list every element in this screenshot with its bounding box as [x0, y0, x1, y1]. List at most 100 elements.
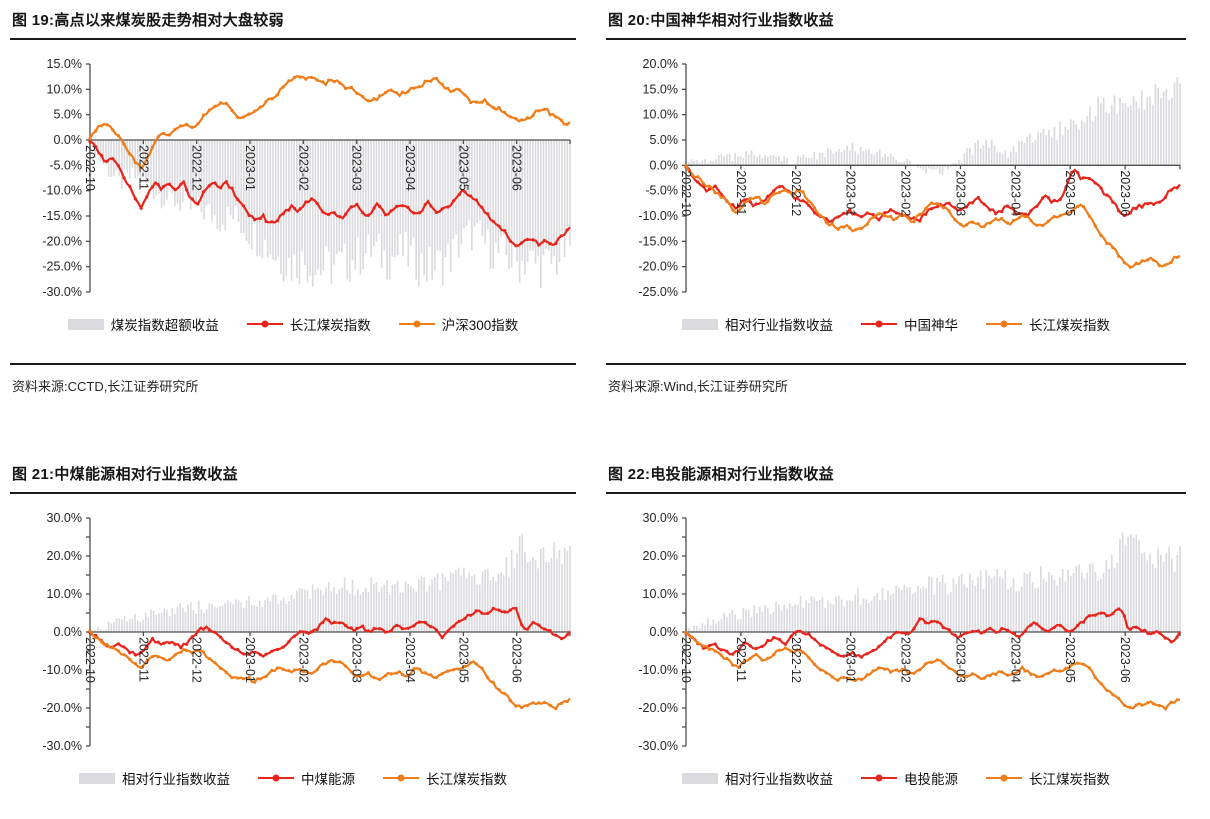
svg-text:15.0%: 15.0% — [47, 57, 82, 71]
figure-19-title: 图 19:高点以来煤炭股走势相对大盘较弱 — [10, 6, 576, 40]
red-line-marker-icon — [258, 774, 294, 782]
axis-labels: 20.0% 15.0% 10.0% 5.0% 0.0% -5.0% -10.0% -15.0%… — [638, 57, 1132, 299]
svg-text:2023-01: 2023-01 — [844, 170, 858, 216]
red-line-marker-icon — [861, 320, 897, 328]
line-series-orange — [88, 75, 571, 170]
legend-item-orange-line: 沪深300指数 — [398, 314, 519, 334]
line-series-red — [88, 140, 571, 248]
svg-text:-5.0%: -5.0% — [645, 184, 678, 198]
svg-text:2023-05: 2023-05 — [456, 145, 470, 191]
figure-20-title: 图 20:中国神华相对行业指数收益 — [606, 6, 1186, 40]
line-series-orange — [684, 164, 1181, 269]
orange-line-marker-icon — [986, 774, 1022, 782]
x-axis — [685, 164, 1181, 170]
svg-text:2022-12: 2022-12 — [789, 170, 803, 216]
bars-series — [89, 533, 571, 633]
legend-label: 中国神华 — [904, 318, 958, 333]
svg-text:0.0%: 0.0% — [650, 158, 679, 172]
svg-text:2023-05: 2023-05 — [1063, 170, 1077, 216]
separator-line — [10, 363, 576, 365]
svg-text:10.0%: 10.0% — [47, 82, 82, 96]
legend-item-bar: 相对行业指数收益 — [682, 768, 833, 788]
axis-labels: 15.0% 10.0% 5.0% 0.0% -5.0% -10.0% -15.0% -20.0… — [42, 57, 523, 299]
svg-text:2022-10: 2022-10 — [83, 145, 97, 191]
legend-item-orange-line: 长江煤炭指数 — [986, 314, 1110, 334]
legend-label: 沪深300指数 — [441, 318, 519, 333]
bar-swatch-icon — [682, 772, 718, 784]
svg-text:0.0%: 0.0% — [54, 625, 83, 639]
legend-label: 相对行业指数收益 — [725, 772, 833, 787]
svg-text:2022-11: 2022-11 — [734, 170, 748, 215]
svg-text:10.0%: 10.0% — [643, 587, 678, 601]
line-series-red — [684, 607, 1181, 659]
figure-22-title: 图 22:电投能源相对行业指数收益 — [606, 460, 1186, 494]
bars-series — [685, 77, 1181, 175]
svg-text:-10.0%: -10.0% — [638, 663, 678, 677]
figure-20-source: 资料来源:Wind,长江证券研究所 — [608, 379, 788, 394]
legend-label: 相对行业指数收益 — [725, 318, 833, 333]
legend-item-orange-line: 长江煤炭指数 — [383, 768, 507, 788]
svg-text:2022-12: 2022-12 — [190, 637, 204, 683]
figure-22-legend: 相对行业指数收益 电投能源 长江煤炭指数 — [606, 769, 1186, 787]
legend-item-red-line: 中煤能源 — [258, 768, 355, 788]
svg-text:-30.0%: -30.0% — [42, 739, 82, 753]
figure-21-title: 图 21:中煤能源相对行业指数收益 — [10, 460, 576, 494]
figure-22-chart: 30.0% 20.0% 10.0% 0.0% -10.0% -20.0% -30.0% 202… — [638, 511, 1181, 753]
svg-text:10.0%: 10.0% — [47, 587, 82, 601]
svg-text:2023-04: 2023-04 — [403, 637, 417, 683]
axis-labels: 30.0% 20.0% 10.0% 0.0% -10.0% -20.0% -30.0% 202… — [638, 511, 1132, 753]
svg-text:2023-01: 2023-01 — [243, 145, 257, 191]
svg-text:20.0%: 20.0% — [643, 549, 678, 563]
svg-text:2022-12: 2022-12 — [190, 145, 204, 191]
figure-20-chart: 20.0% 15.0% 10.0% 5.0% 0.0% -5.0% -10.0% -15.0%… — [638, 57, 1181, 299]
svg-text:2023-02: 2023-02 — [899, 637, 913, 683]
svg-text:2023-02: 2023-02 — [899, 170, 913, 216]
legend-label: 相对行业指数收益 — [122, 772, 230, 787]
svg-text:2023-03: 2023-03 — [953, 170, 967, 216]
svg-text:-5.0%: -5.0% — [49, 158, 82, 172]
figure-19-panel: 图 19:高点以来煤炭股走势相对大盘较弱 15.0% 10.0% 5.0% 0.0% -… — [10, 6, 576, 395]
svg-text:2023-05: 2023-05 — [1063, 637, 1077, 683]
line-series-orange — [88, 629, 571, 711]
svg-text:2023-06: 2023-06 — [510, 145, 524, 191]
orange-line-marker-icon — [986, 320, 1022, 328]
svg-text:2023-03: 2023-03 — [953, 637, 967, 683]
svg-text:0.0%: 0.0% — [54, 133, 83, 147]
svg-text:2022-11: 2022-11 — [734, 637, 748, 682]
figure-21-panel: 图 21:中煤能源相对行业指数收益 30.0% 20.0% 10.0% 0.0% -10… — [10, 460, 576, 787]
legend-label: 电投能源 — [904, 772, 958, 787]
bars-series — [685, 532, 1181, 632]
legend-item-red-line: 长江煤炭指数 — [246, 314, 371, 334]
svg-text:2022-10: 2022-10 — [679, 637, 693, 683]
line-series-orange — [684, 631, 1181, 711]
svg-text:2023-02: 2023-02 — [296, 145, 310, 191]
svg-text:2023-06: 2023-06 — [1118, 170, 1132, 216]
svg-text:2023-05: 2023-05 — [456, 637, 470, 683]
svg-text:2023-04: 2023-04 — [1008, 637, 1022, 683]
figure-21-chart: 30.0% 20.0% 10.0% 0.0% -10.0% -20.0% -30.0% 202… — [42, 511, 571, 753]
svg-text:30.0%: 30.0% — [643, 511, 678, 525]
svg-text:-10.0%: -10.0% — [42, 663, 82, 677]
figure-22-panel: 图 22:电投能源相对行业指数收益 30.0% 20.0% 10.0% 0.0% -10… — [606, 460, 1186, 787]
svg-text:2023-01: 2023-01 — [844, 637, 858, 683]
figure-20-panel: 图 20:中国神华相对行业指数收益 20.0% 15.0% 10.0% 5.0% 0.0… — [606, 6, 1186, 395]
svg-text:10.0%: 10.0% — [643, 108, 678, 122]
axis-labels: 30.0% 20.0% 10.0% 0.0% -10.0% -20.0% -30.0% 202… — [42, 511, 523, 753]
svg-text:-25.0%: -25.0% — [42, 260, 82, 274]
svg-text:-20.0%: -20.0% — [638, 701, 678, 715]
legend-item-red-line: 中国神华 — [861, 314, 958, 334]
svg-text:2022-11: 2022-11 — [136, 145, 150, 190]
bar-swatch-icon — [67, 318, 104, 330]
svg-text:0.0%: 0.0% — [650, 625, 679, 639]
legend-label: 长江煤炭指数 — [1029, 772, 1110, 787]
svg-text:-20.0%: -20.0% — [42, 234, 82, 248]
svg-text:15.0%: 15.0% — [643, 82, 678, 96]
svg-text:20.0%: 20.0% — [643, 57, 678, 71]
legend-label: 煤炭指数超额收益 — [110, 318, 219, 333]
svg-text:2023-04: 2023-04 — [1008, 170, 1022, 216]
svg-text:-20.0%: -20.0% — [42, 701, 82, 715]
bar-swatch-icon — [79, 772, 115, 784]
svg-text:-30.0%: -30.0% — [638, 739, 678, 753]
orange-line-marker-icon — [398, 320, 435, 328]
figure-19-chart: 15.0% 10.0% 5.0% 0.0% -5.0% -10.0% -15.0% -20.0… — [42, 57, 571, 299]
